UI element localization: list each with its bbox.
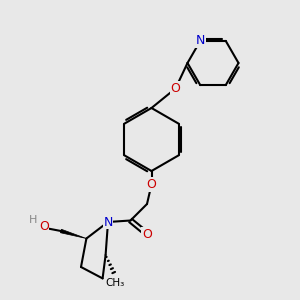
Text: H: H: [28, 214, 37, 225]
Text: N: N: [196, 34, 205, 47]
Text: O: O: [142, 227, 152, 241]
Text: N: N: [103, 215, 113, 229]
Text: CH₃: CH₃: [105, 278, 124, 287]
Text: O: O: [147, 178, 156, 191]
Text: O: O: [39, 220, 49, 233]
Polygon shape: [60, 229, 86, 239]
Text: O: O: [171, 82, 180, 95]
